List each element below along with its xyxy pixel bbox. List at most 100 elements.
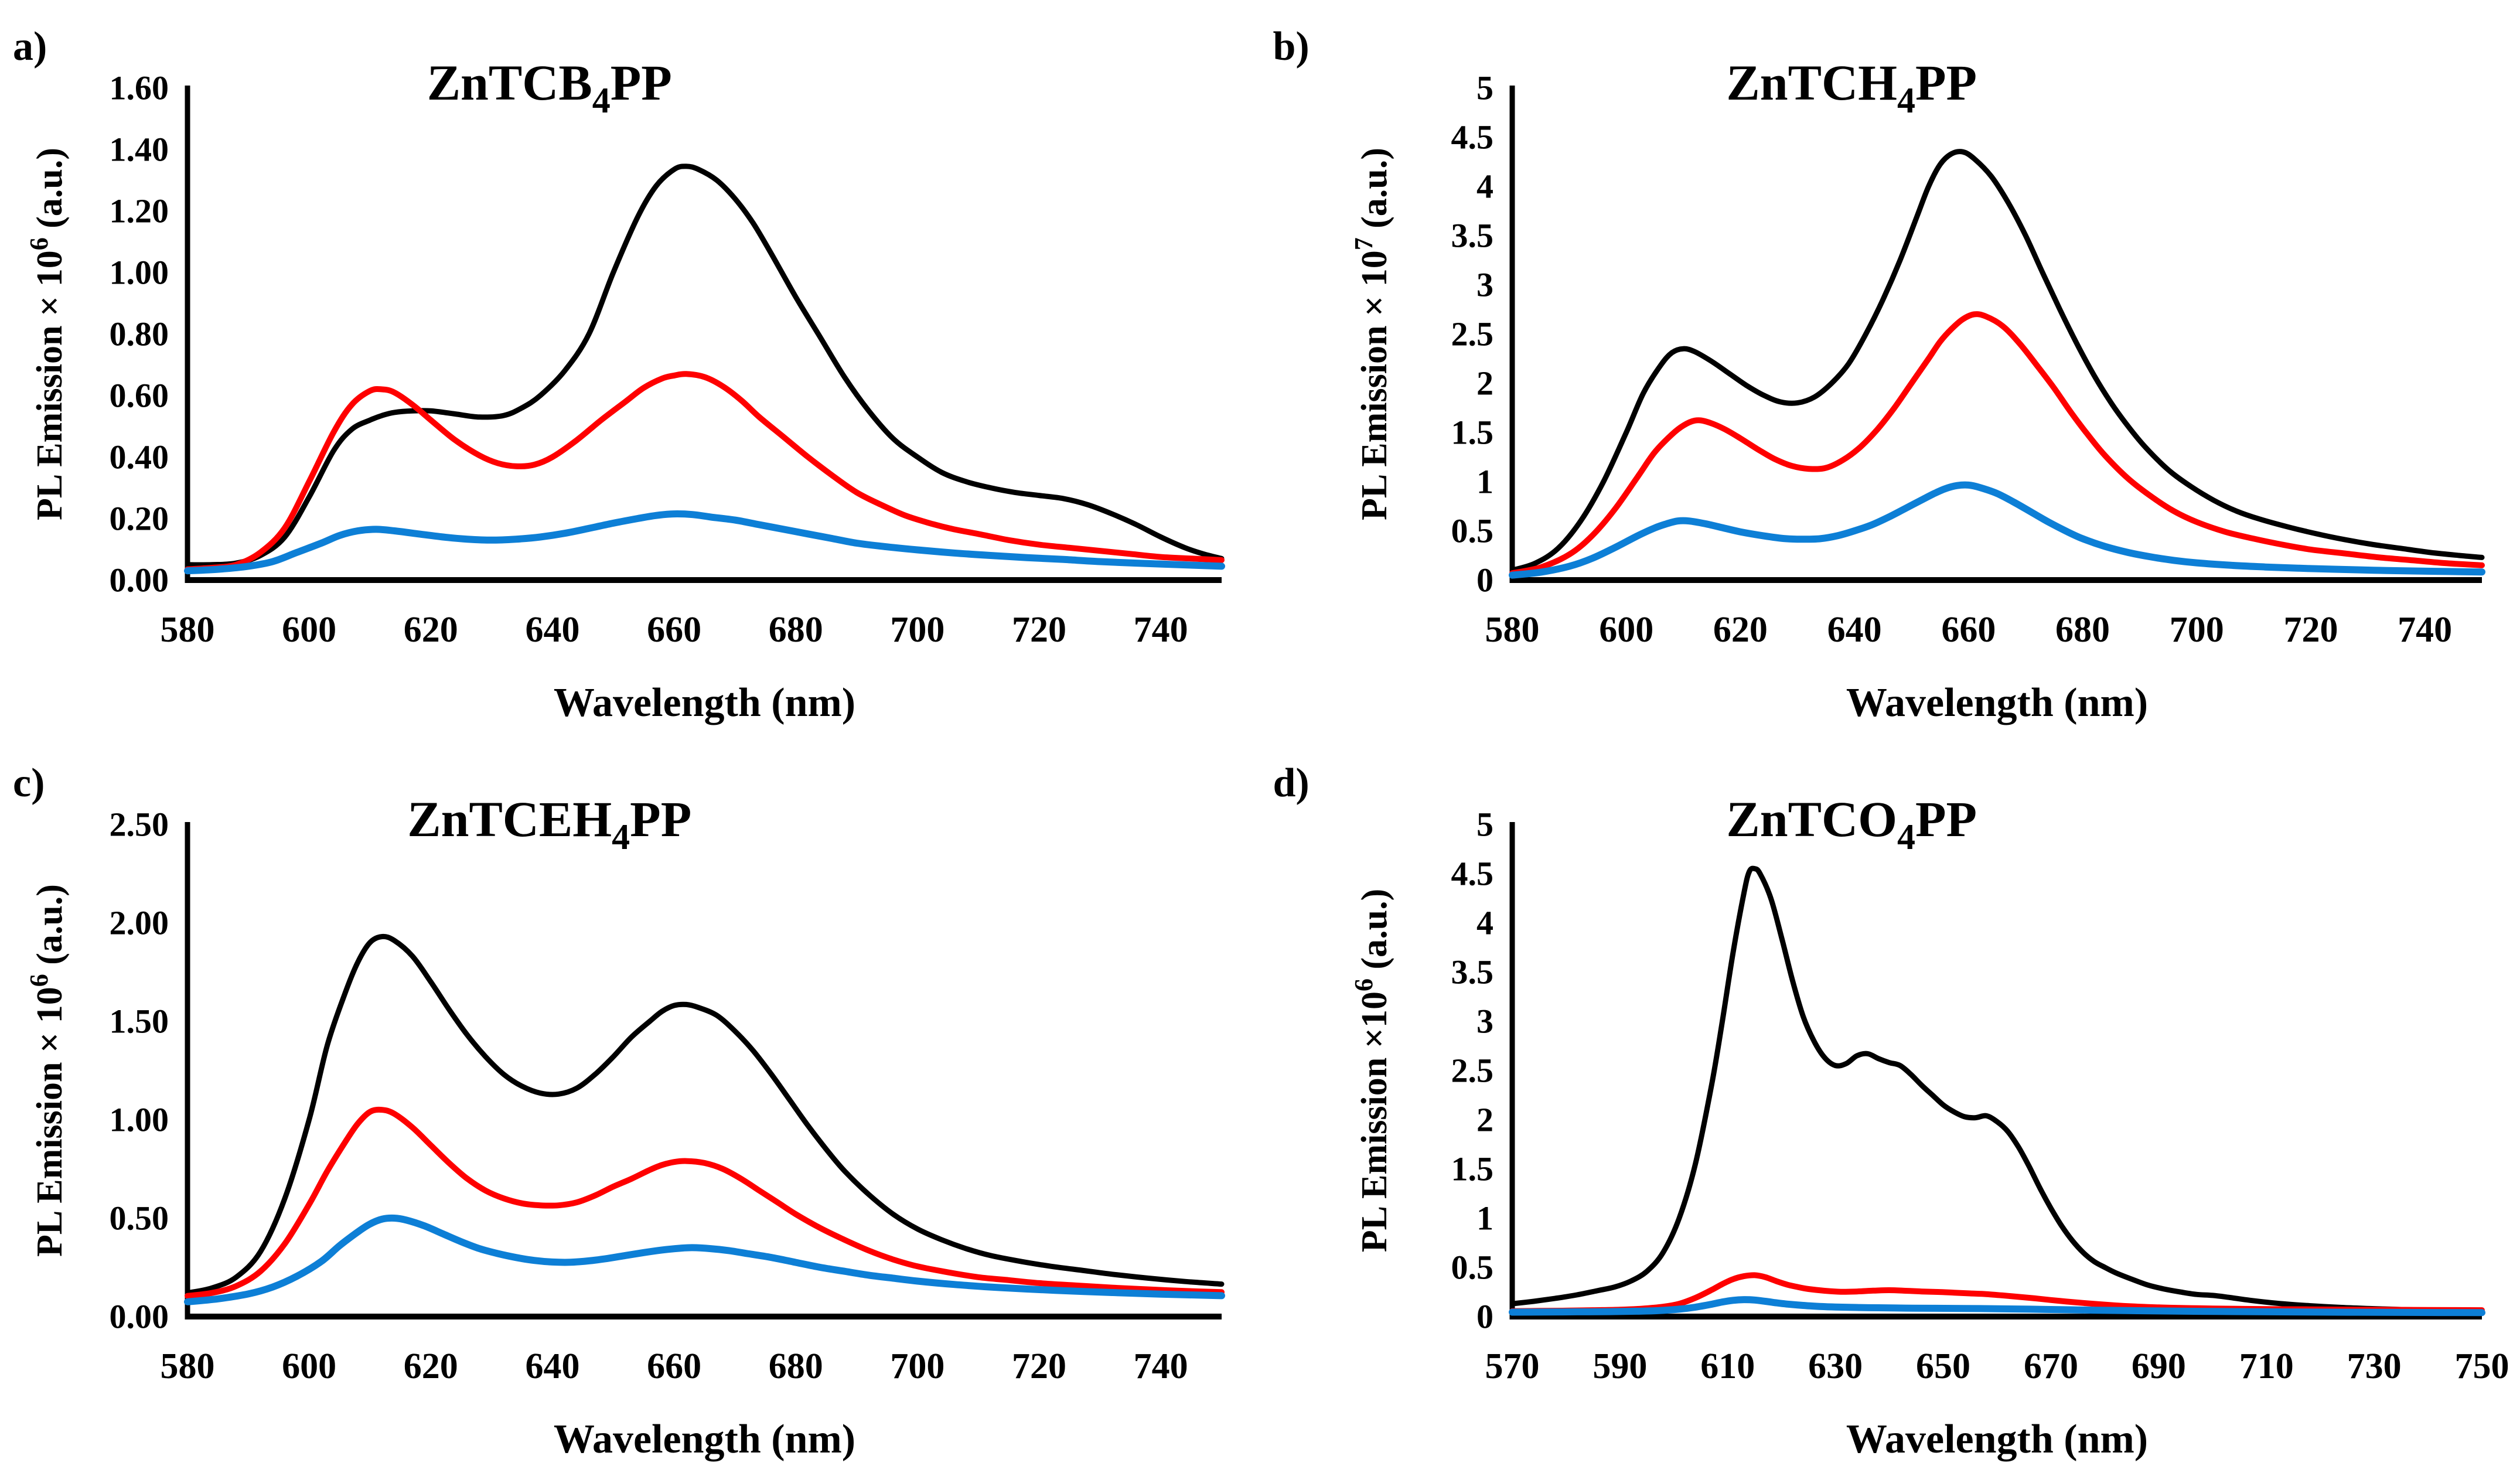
x-tick-label: 580 (161, 610, 215, 650)
panel-letter-d: d) (1273, 761, 1310, 806)
y-tick-label: 2.5 (1451, 1052, 1493, 1090)
y-tick-label: 2 (1476, 1101, 1493, 1139)
series-blue-curve (184, 1214, 1225, 1305)
x-tick-label: 660 (647, 610, 701, 650)
y-tick-label: 3.5 (1451, 953, 1493, 991)
x-tick-label: 590 (1593, 1346, 1647, 1386)
series-blue-curve (1508, 1296, 2485, 1317)
x-tick-label: 580 (1485, 610, 1539, 650)
y-tick-label: 0.80 (110, 315, 169, 353)
y-tick-label: 4 (1476, 904, 1493, 942)
series-black-curve (185, 933, 1225, 1296)
x-tick-label: 660 (647, 1346, 701, 1386)
x-tick-label: 620 (404, 610, 458, 650)
y-tick-label: 1.50 (110, 1003, 169, 1041)
y-axis-label: PL Emission ×106 (a.u.) (1349, 889, 1394, 1253)
panel-letter-b: b) (1273, 24, 1310, 69)
panel-c: c) 0.00 0.50 1.00 1.50 2.00 2.50 580 600 620 640 6… (0, 736, 1260, 1473)
y-tick-label: 0.40 (110, 438, 169, 476)
x-tick-label: 720 (1012, 610, 1066, 650)
x-tick-label: 700 (890, 1346, 944, 1386)
y-tick-label: 1 (1476, 463, 1493, 501)
chart-title: ZnTCEH4PP (407, 791, 691, 857)
y-tick-label: 1.5 (1451, 414, 1493, 452)
x-tick-label: 740 (1134, 1346, 1188, 1386)
y-tick-label: 3.5 (1451, 217, 1493, 255)
y-tick-label: 4.5 (1451, 118, 1493, 156)
y-tick-label: 1 (1476, 1199, 1493, 1237)
x-tick-label: 670 (2023, 1346, 2078, 1386)
y-axis-label: PL Emission × 106 (a.u.) (25, 148, 70, 520)
series-black-curve (1509, 865, 2484, 1314)
x-tick-label: 680 (769, 610, 823, 650)
series-black-curve (185, 163, 1225, 568)
chart-a: 0.00 0.20 0.40 0.60 0.80 1.00 1.20 1.40 1.60 580 6… (25, 54, 1225, 725)
panel-a: a) 0.00 0.20 0.40 0.60 0.80 1.00 1.20 1.40 1.60 5… (0, 0, 1260, 736)
y-tick-label: 5 (1476, 69, 1493, 107)
x-tick-label: 600 (282, 1346, 336, 1386)
panel-letter-a: a) (13, 24, 47, 69)
x-tick-label: 720 (2283, 610, 2338, 650)
panel-d: d) 0 0.5 1 1.5 2 2.5 3 3.5 4 4.5 5 570 590 610 630 650 6… (1260, 736, 2520, 1473)
x-tick-label: 750 (2454, 1346, 2509, 1386)
x-axis-label: Wavelength (nm) (554, 680, 855, 725)
series-black-curve (1509, 149, 2484, 573)
chart-b: 0 0.5 1 1.5 2 2.5 3 3.5 4 4.5 5 580 600 620 640 660 680 7… (1349, 54, 2485, 725)
x-tick-label: 690 (2131, 1346, 2185, 1386)
x-tick-label: 580 (161, 1346, 215, 1386)
x-tick-label: 740 (1134, 610, 1188, 650)
y-tick-label: 0 (1476, 561, 1493, 599)
y-tick-label: 0 (1476, 1298, 1493, 1336)
y-tick-label: 2 (1476, 364, 1493, 403)
y-tick-label: 0.5 (1451, 512, 1493, 550)
y-axis-label: PL Emission × 106 (a.u.) (25, 884, 70, 1257)
x-axis-label: Wavelength (nm) (554, 1417, 855, 1462)
x-tick-label: 610 (1700, 1346, 1755, 1386)
x-tick-label: 650 (1916, 1346, 1970, 1386)
y-tick-label: 3 (1476, 1003, 1493, 1041)
x-tick-label: 640 (1827, 610, 1881, 650)
series-red-curve (185, 371, 1225, 572)
x-tick-label: 640 (525, 1346, 579, 1386)
y-tick-label: 3 (1476, 266, 1493, 304)
x-tick-label: 620 (404, 1346, 458, 1386)
y-tick-label: 1.00 (110, 1101, 169, 1139)
y-tick-label: 1.5 (1451, 1150, 1493, 1188)
y-tick-label: 4.5 (1451, 855, 1493, 893)
chart-title: ZnTCH4PP (1726, 54, 1977, 121)
x-axis-label: Wavelength (nm) (1846, 680, 2147, 725)
y-tick-label: 0.20 (110, 500, 169, 538)
y-tick-label: 4 (1476, 168, 1493, 206)
panel-letter-c: c) (13, 761, 45, 806)
y-tick-label: 1.40 (110, 131, 169, 169)
chart-title: ZnTCB4PP (427, 54, 672, 121)
x-tick-label: 740 (2398, 610, 2452, 650)
y-tick-label: 0.00 (110, 561, 169, 599)
y-axis-label: PL Emission × 107 (a.u.) (1349, 148, 1394, 520)
x-tick-label: 660 (1941, 610, 1996, 650)
y-tick-label: 0.50 (110, 1199, 169, 1237)
chart-title: ZnTCO4PP (1726, 791, 1977, 857)
x-tick-label: 600 (1599, 610, 1653, 650)
series-blue-curve (184, 510, 1225, 575)
x-axis-label: Wavelength (nm) (1846, 1417, 2147, 1462)
y-tick-label: 2.5 (1451, 315, 1493, 353)
x-tick-label: 620 (1713, 610, 1767, 650)
x-tick-label: 710 (2239, 1346, 2293, 1386)
x-tick-label: 700 (890, 610, 944, 650)
series-blue-curve (1508, 481, 2485, 579)
y-tick-label: 0.00 (110, 1298, 169, 1336)
y-tick-label: 1.20 (110, 192, 169, 230)
series-red-curve (1509, 311, 2485, 577)
x-tick-label: 640 (525, 610, 579, 650)
chart-d: 0 0.5 1 1.5 2 2.5 3 3.5 4 4.5 5 570 590 610 630 650 670 6… (1349, 791, 2509, 1462)
panel-b: b) 0 0.5 1 1.5 2 2.5 3 3.5 4 4.5 5 580 600 620 640 660 6… (1260, 0, 2520, 736)
y-tick-label: 1.60 (110, 69, 169, 107)
x-tick-label: 720 (1012, 1346, 1066, 1386)
x-tick-label: 680 (2055, 610, 2110, 650)
y-tick-label: 0.60 (110, 377, 169, 415)
x-tick-label: 600 (282, 610, 336, 650)
x-tick-label: 730 (2347, 1346, 2401, 1386)
y-tick-label: 2.50 (110, 806, 169, 844)
